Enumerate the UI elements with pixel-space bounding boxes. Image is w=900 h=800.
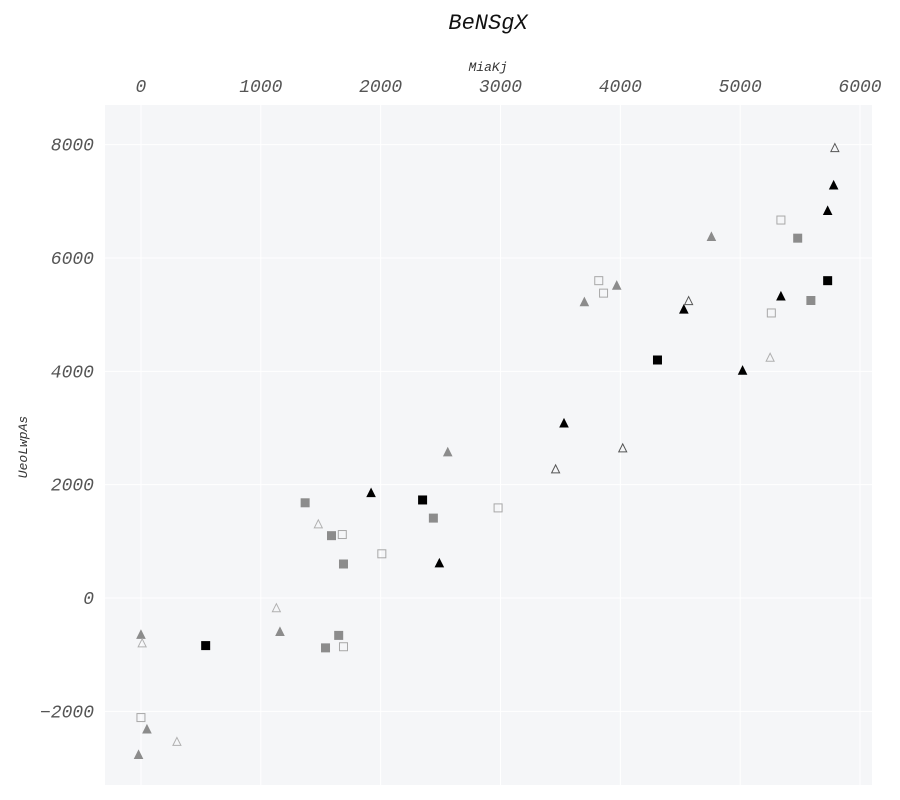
data-point-square bbox=[776, 215, 786, 225]
x-tick-label: 0 bbox=[136, 78, 147, 98]
y-tick-label: 2000 bbox=[51, 477, 94, 497]
data-point-triangle bbox=[822, 205, 833, 215]
chart-title: BeNSgX bbox=[448, 11, 529, 36]
data-point-triangle bbox=[142, 723, 152, 734]
data-point-square bbox=[793, 233, 803, 243]
data-point-square bbox=[493, 503, 503, 513]
y-axis-label: UeoLwpAs bbox=[16, 416, 31, 478]
plot-area bbox=[105, 105, 872, 785]
x-tick-label: 2000 bbox=[359, 78, 402, 98]
data-point-triangle bbox=[579, 296, 590, 307]
data-point-triangle bbox=[765, 352, 775, 362]
data-point-square bbox=[334, 630, 344, 640]
data-point-triangle bbox=[133, 749, 144, 759]
data-point-triangle bbox=[313, 518, 324, 529]
x-tick-label: 4000 bbox=[599, 78, 642, 98]
data-point-triangle bbox=[776, 290, 786, 301]
x-tick-label: 1000 bbox=[239, 78, 282, 98]
data-point-triangle bbox=[442, 446, 453, 457]
data-point-square bbox=[418, 495, 428, 505]
data-point-square bbox=[823, 276, 833, 286]
data-point-triangle bbox=[830, 142, 840, 153]
x-tick-label: 3000 bbox=[479, 78, 522, 98]
data-point-triangle bbox=[617, 442, 628, 453]
y-tick-label: 4000 bbox=[51, 363, 94, 383]
data-point-triangle bbox=[683, 295, 694, 306]
data-point-triangle bbox=[550, 463, 561, 474]
y-tick-label: 6000 bbox=[51, 250, 94, 270]
y-tick-label: −2000 bbox=[40, 703, 94, 723]
data-point-triangle bbox=[737, 365, 748, 375]
data-point-triangle bbox=[172, 736, 182, 746]
data-point-square bbox=[338, 559, 348, 569]
data-point-square bbox=[428, 513, 438, 523]
x-tick-label: 5000 bbox=[719, 78, 762, 98]
data-point-square bbox=[652, 355, 662, 365]
data-point-triangle bbox=[611, 280, 622, 290]
y-tick-label: 0 bbox=[83, 590, 94, 610]
data-point-square bbox=[377, 549, 387, 559]
data-point-triangle bbox=[271, 602, 282, 613]
data-point-triangle bbox=[679, 303, 689, 314]
data-point-triangle bbox=[275, 626, 285, 636]
data-point-square bbox=[599, 288, 609, 298]
data-point-square bbox=[321, 643, 331, 653]
data-point-triangle bbox=[828, 179, 839, 190]
data-point-square bbox=[337, 530, 347, 540]
data-point-square bbox=[338, 642, 348, 652]
data-point-triangle bbox=[434, 557, 445, 568]
grid bbox=[105, 105, 872, 785]
x-axis-label: MiaKj bbox=[468, 60, 507, 75]
data-point-square bbox=[300, 498, 310, 508]
data-point-square bbox=[806, 296, 816, 305]
data-point-square bbox=[327, 531, 337, 541]
data-point-triangle bbox=[136, 629, 146, 639]
data-point-triangle bbox=[706, 231, 717, 242]
data-point-square bbox=[136, 713, 146, 723]
data-point-square bbox=[594, 276, 604, 286]
tick-labels: 0 1000 2000 3000 4000 5000 6000 −2000 0 2000 4000 6… bbox=[40, 78, 882, 723]
data-point-triangle bbox=[366, 487, 376, 498]
data-point-triangle bbox=[137, 637, 147, 648]
data-point-square bbox=[201, 641, 211, 651]
y-tick-label: 8000 bbox=[51, 137, 94, 157]
data-point-square bbox=[766, 308, 776, 318]
data-point-triangle bbox=[559, 417, 569, 428]
x-tick-label: 6000 bbox=[838, 78, 881, 98]
data-points bbox=[133, 142, 840, 759]
